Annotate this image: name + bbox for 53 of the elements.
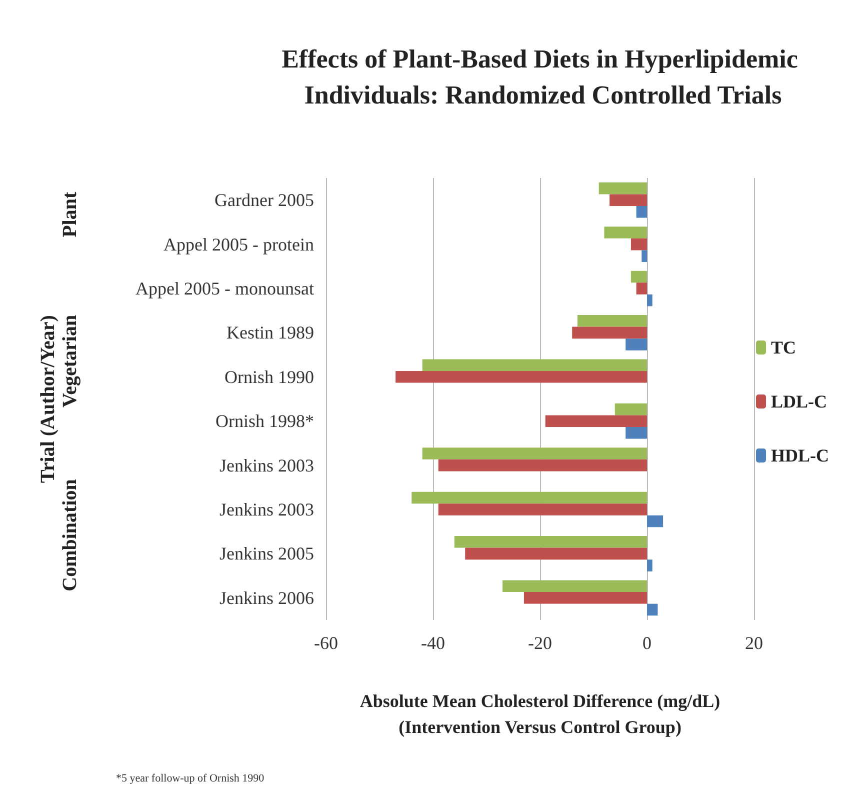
bar [524, 592, 647, 604]
bar [642, 250, 647, 262]
bar [626, 426, 647, 439]
x-tick-label: -40 [421, 633, 445, 653]
bar [630, 238, 647, 250]
legend-label: HDL-C [771, 446, 829, 466]
x-tick-label: 0 [642, 633, 652, 653]
y-axis-title: Trial (Author/Year) [37, 315, 59, 483]
bar [454, 536, 647, 548]
bar [422, 359, 647, 372]
y-tick-label: Kestin 1989 [226, 322, 314, 343]
legend-label: LDL-C [771, 392, 828, 412]
bar [465, 548, 647, 560]
bar [614, 403, 647, 416]
y-tick-label: Jenkins 2003 [220, 500, 314, 520]
bar [604, 226, 647, 238]
y-tick-label: Gardner 2005 [214, 190, 314, 210]
bar [396, 371, 647, 383]
text: *5 year follow-up of Ornish 1990 [116, 772, 265, 784]
bar [598, 182, 647, 194]
bar [630, 270, 647, 283]
bar [636, 206, 647, 218]
bar [572, 326, 647, 339]
y-tick-label: Ornish 1990 [224, 366, 314, 387]
x-tick-label: -60 [314, 633, 338, 653]
bar [577, 315, 647, 327]
bar [438, 459, 647, 472]
y-tick-label: Jenkins 2006 [220, 588, 314, 608]
x-axis-title: Absolute Mean Cholesterol Difference (mg/dL) (Intervention Versus Control Group) [360, 691, 720, 737]
bar [502, 580, 647, 592]
bar [647, 604, 658, 616]
y-tick-label: Appel 2005 - monounsat [136, 278, 314, 298]
text: Vegetarian [59, 314, 81, 408]
bar [626, 338, 647, 350]
bar [647, 294, 652, 306]
text: Plant [59, 192, 81, 238]
bar [438, 504, 647, 516]
legend-label: TC [771, 338, 796, 358]
chart-title: Effects of Plant-Based Diets in Hyperlipidemic Individuals: Randomized Controlled Trials [282, 44, 804, 110]
bar [610, 194, 647, 206]
bar [636, 282, 647, 294]
x-tick-label: 20 [745, 633, 763, 653]
y-tick-label: Jenkins 2005 [220, 544, 314, 564]
bar [422, 448, 647, 460]
text: Combination [59, 479, 81, 592]
bar [647, 560, 652, 572]
x-tick-label: -20 [528, 633, 552, 653]
y-tick-label: Ornish 1998* [216, 411, 314, 432]
bar [647, 515, 664, 528]
bar [412, 492, 647, 504]
bar [545, 415, 647, 427]
y-tick-label: Jenkins 2003 [220, 455, 314, 476]
y-tick-label: Appel 2005 - protein [164, 234, 314, 254]
